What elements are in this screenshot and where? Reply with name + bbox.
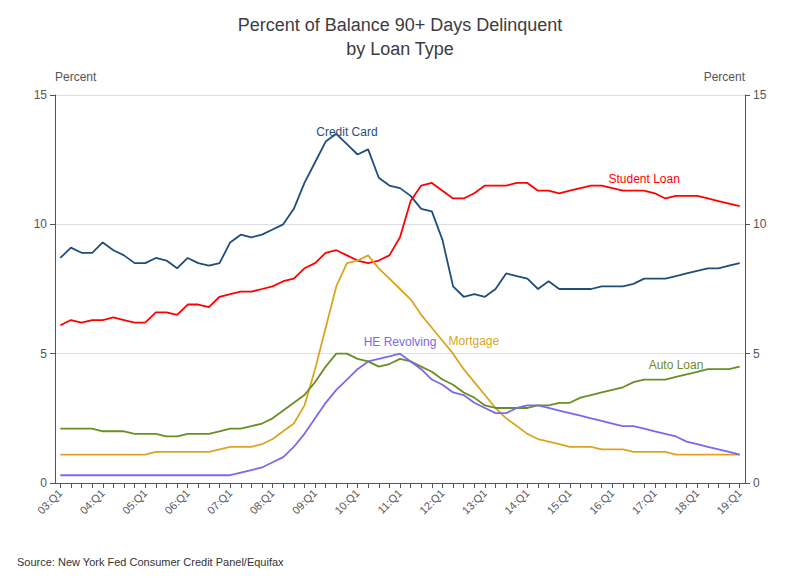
svg-text:14:Q1: 14:Q1 <box>502 487 532 517</box>
svg-text:15: 15 <box>753 88 767 102</box>
svg-text:07:Q1: 07:Q1 <box>205 487 235 517</box>
svg-text:Percent: Percent <box>704 70 746 84</box>
svg-text:Student Loan: Student Loan <box>608 172 679 186</box>
svg-text:13:Q1: 13:Q1 <box>460 487 490 517</box>
svg-text:16:Q1: 16:Q1 <box>587 487 617 517</box>
svg-text:17:Q1: 17:Q1 <box>629 487 659 517</box>
svg-text:10: 10 <box>34 217 48 231</box>
svg-text:06:Q1: 06:Q1 <box>162 487 192 517</box>
svg-text:5: 5 <box>753 347 760 361</box>
svg-text:19:Q1: 19:Q1 <box>714 487 744 517</box>
svg-text:09:Q1: 09:Q1 <box>290 487 320 517</box>
svg-text:08:Q1: 08:Q1 <box>247 487 277 517</box>
svg-text:10:Q1: 10:Q1 <box>332 487 362 517</box>
svg-text:Percent: Percent <box>55 70 97 84</box>
svg-text:Mortgage: Mortgage <box>448 334 499 348</box>
svg-text:0: 0 <box>40 476 47 490</box>
svg-text:12:Q1: 12:Q1 <box>417 487 447 517</box>
svg-text:5: 5 <box>40 347 47 361</box>
svg-text:10: 10 <box>753 217 767 231</box>
svg-text:by Loan Type: by Loan Type <box>346 39 454 59</box>
svg-text:Percent of Balance 90+ Days De: Percent of Balance 90+ Days Delinquent <box>238 15 563 35</box>
svg-text:Source: New York Fed Consumer: Source: New York Fed Consumer Credit Pan… <box>17 556 284 568</box>
svg-text:11:Q1: 11:Q1 <box>375 487 404 516</box>
svg-text:0: 0 <box>753 476 760 490</box>
svg-text:15:Q1: 15:Q1 <box>544 487 574 517</box>
svg-text:04:Q1: 04:Q1 <box>77 487 107 517</box>
svg-text:Auto Loan: Auto Loan <box>649 358 704 372</box>
svg-text:03:Q1: 03:Q1 <box>35 487 65 517</box>
svg-text:18:Q1: 18:Q1 <box>672 487 702 517</box>
svg-text:HE Revolving: HE Revolving <box>364 335 437 349</box>
svg-text:05:Q1: 05:Q1 <box>120 487 150 517</box>
svg-text:Credit Card: Credit Card <box>316 125 377 139</box>
svg-text:15: 15 <box>34 88 48 102</box>
